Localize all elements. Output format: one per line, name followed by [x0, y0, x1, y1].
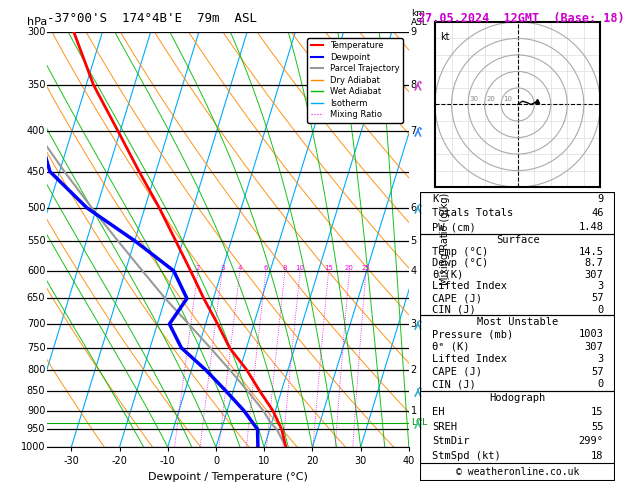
- Text: 4: 4: [411, 266, 417, 276]
- Text: CIN (J): CIN (J): [432, 380, 476, 389]
- Text: Temp (°C): Temp (°C): [432, 246, 488, 257]
- Text: Mixing Ratio (g/kg): Mixing Ratio (g/kg): [440, 193, 450, 285]
- Text: 9: 9: [411, 27, 417, 36]
- X-axis label: Dewpoint / Temperature (°C): Dewpoint / Temperature (°C): [148, 472, 308, 482]
- Text: 300: 300: [27, 27, 45, 36]
- Text: 307: 307: [585, 342, 603, 352]
- Text: 307: 307: [585, 270, 603, 280]
- Text: 350: 350: [27, 80, 45, 90]
- Text: θᵉ(K): θᵉ(K): [432, 270, 463, 280]
- Bar: [420, 192, 615, 234]
- Text: 46: 46: [591, 208, 603, 218]
- Text: 15: 15: [591, 407, 603, 417]
- Text: 900: 900: [27, 406, 45, 416]
- Text: 500: 500: [27, 203, 45, 213]
- Text: 550: 550: [27, 236, 45, 246]
- Text: 18: 18: [591, 451, 603, 461]
- Text: 5: 5: [411, 236, 417, 246]
- Text: hPa: hPa: [27, 17, 48, 27]
- Text: CAPE (J): CAPE (J): [432, 367, 482, 377]
- Text: CAPE (J): CAPE (J): [432, 293, 482, 303]
- Text: 8.7: 8.7: [585, 258, 603, 268]
- Text: Most Unstable: Most Unstable: [477, 317, 559, 327]
- Text: 25: 25: [362, 265, 370, 271]
- Text: 2: 2: [196, 265, 200, 271]
- Bar: [420, 315, 615, 391]
- Text: 650: 650: [27, 294, 45, 303]
- Text: © weatheronline.co.uk: © weatheronline.co.uk: [456, 467, 579, 477]
- Text: Dewp (°C): Dewp (°C): [432, 258, 488, 268]
- Text: 8: 8: [282, 265, 287, 271]
- Text: 8: 8: [411, 80, 417, 90]
- Text: θᵉ (K): θᵉ (K): [432, 342, 469, 352]
- Text: 0: 0: [597, 380, 603, 389]
- Text: CIN (J): CIN (J): [432, 305, 476, 314]
- Text: 750: 750: [27, 343, 45, 353]
- Text: 20: 20: [486, 96, 495, 102]
- Text: 700: 700: [27, 319, 45, 329]
- Text: 950: 950: [27, 424, 45, 434]
- Text: StmSpd (kt): StmSpd (kt): [432, 451, 501, 461]
- Text: Hodograph: Hodograph: [489, 393, 546, 403]
- Text: Lifted Index: Lifted Index: [432, 281, 507, 292]
- Text: 3: 3: [597, 281, 603, 292]
- Text: 299°: 299°: [579, 436, 603, 446]
- Text: K: K: [432, 194, 438, 204]
- Text: 1.48: 1.48: [579, 222, 603, 232]
- Text: 10: 10: [503, 96, 512, 102]
- Text: SREH: SREH: [432, 422, 457, 432]
- Text: LCL: LCL: [411, 418, 427, 427]
- Text: Totals Totals: Totals Totals: [432, 208, 513, 218]
- Text: 3: 3: [220, 265, 225, 271]
- Text: -37°00'S  174°4B'E  79m  ASL: -37°00'S 174°4B'E 79m ASL: [47, 12, 257, 25]
- Text: 3: 3: [411, 319, 417, 329]
- Text: 6: 6: [264, 265, 268, 271]
- Text: 20: 20: [345, 265, 354, 271]
- Bar: [420, 391, 615, 463]
- Text: Surface: Surface: [496, 235, 540, 245]
- Text: 1003: 1003: [579, 330, 603, 339]
- Text: EH: EH: [432, 407, 444, 417]
- Text: 600: 600: [27, 266, 45, 276]
- Text: 57: 57: [591, 367, 603, 377]
- Text: 27.05.2024  12GMT  (Base: 18): 27.05.2024 12GMT (Base: 18): [418, 12, 625, 25]
- Text: 1: 1: [411, 406, 417, 416]
- Text: 1000: 1000: [21, 442, 45, 452]
- Text: 450: 450: [27, 167, 45, 176]
- Text: 800: 800: [27, 365, 45, 375]
- Text: Pressure (mb): Pressure (mb): [432, 330, 513, 339]
- Text: 400: 400: [27, 126, 45, 136]
- Text: 14.5: 14.5: [579, 246, 603, 257]
- Text: PW (cm): PW (cm): [432, 222, 476, 232]
- Legend: Temperature, Dewpoint, Parcel Trajectory, Dry Adiabat, Wet Adiabat, Isotherm, Mi: Temperature, Dewpoint, Parcel Trajectory…: [308, 38, 403, 122]
- Text: 3: 3: [597, 354, 603, 364]
- Text: 0: 0: [597, 305, 603, 314]
- Text: 30: 30: [470, 96, 479, 102]
- Text: 2: 2: [411, 365, 417, 375]
- Bar: [420, 234, 615, 315]
- Text: 6: 6: [411, 203, 417, 213]
- Text: 7: 7: [411, 126, 417, 136]
- Text: 15: 15: [324, 265, 333, 271]
- Text: 55: 55: [591, 422, 603, 432]
- Text: 9: 9: [597, 194, 603, 204]
- Text: 57: 57: [591, 293, 603, 303]
- Text: 4: 4: [238, 265, 242, 271]
- Text: Lifted Index: Lifted Index: [432, 354, 507, 364]
- Text: 850: 850: [27, 386, 45, 396]
- Text: StmDir: StmDir: [432, 436, 469, 446]
- Text: 10: 10: [296, 265, 304, 271]
- Text: km
ASL: km ASL: [411, 9, 428, 27]
- Text: kt: kt: [440, 32, 450, 42]
